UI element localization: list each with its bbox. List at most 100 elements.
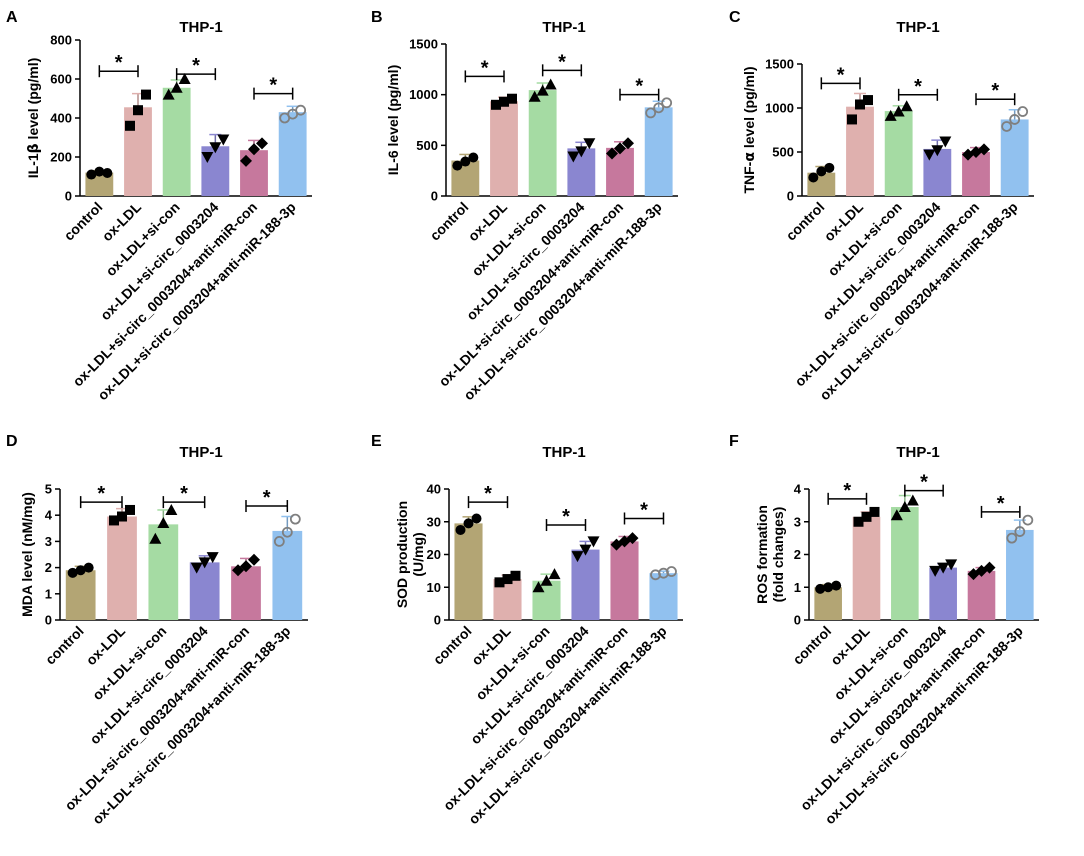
y-tick-label: 5: [45, 482, 52, 497]
data-point: [855, 99, 865, 110]
data-point: [248, 553, 260, 566]
data-point: [117, 511, 127, 522]
chart-title: THP-1: [896, 444, 939, 461]
y-label-greek: α: [742, 152, 758, 162]
data-point: [468, 152, 479, 163]
data-point: [240, 154, 252, 167]
data-point: [502, 574, 513, 585]
sig-star: *: [991, 80, 999, 102]
y-label-greek: β: [26, 143, 42, 153]
data-point: [653, 102, 665, 114]
data-point: [1014, 526, 1026, 537]
bar-3: [571, 549, 600, 620]
data-point: [1017, 106, 1029, 117]
data-point: [579, 544, 592, 556]
data-point: [808, 172, 819, 183]
sig-star: *: [481, 57, 489, 79]
data-point: [125, 504, 135, 515]
sig-star: *: [914, 76, 922, 98]
sig-star: *: [180, 483, 188, 505]
y-tick-label: 3: [45, 534, 52, 549]
data-point: [162, 88, 175, 100]
y-axis-label: SOD production: [394, 501, 410, 608]
panel-letter: E: [371, 433, 382, 450]
data-point: [165, 503, 178, 515]
y-label-text: MDA level (nM/mg): [19, 492, 35, 617]
data-point: [824, 162, 835, 173]
x-tick-label: control: [789, 623, 834, 668]
data-point: [645, 107, 657, 119]
data-point: [567, 151, 580, 163]
data-point: [178, 73, 191, 84]
sig-star: *: [192, 55, 200, 77]
panel-letter: A: [6, 9, 18, 26]
data-point: [536, 84, 549, 96]
panel-letter: C: [729, 9, 741, 26]
chart-title: THP-1: [179, 19, 222, 36]
y-axis-label: IL-1β level (pg/ml): [25, 58, 42, 179]
data-point: [460, 156, 471, 167]
bar-0: [65, 570, 96, 620]
panel-letter: F: [729, 433, 739, 450]
y-tick-label: 200: [50, 150, 72, 165]
data-point: [847, 114, 857, 125]
data-point: [906, 494, 919, 506]
bar-5: [278, 112, 307, 196]
data-point: [248, 143, 260, 156]
data-point: [209, 142, 222, 154]
sig-star: *: [562, 506, 570, 528]
data-point: [571, 551, 584, 563]
data-point: [295, 104, 307, 116]
data-point: [289, 513, 301, 525]
y-tick-label: 4: [45, 508, 53, 523]
y-tick-label: 2: [794, 547, 801, 562]
x-tick-label: control: [430, 623, 475, 668]
bar-4: [610, 541, 639, 620]
sig-star: *: [997, 493, 1005, 515]
bar-3: [929, 567, 957, 620]
data-point: [900, 100, 913, 112]
y-axis-label: ROS formation: [754, 505, 770, 604]
data-point: [587, 536, 600, 548]
data-point: [86, 169, 97, 180]
data-point: [75, 565, 86, 576]
panel-letter: B: [371, 9, 383, 26]
data-point: [540, 574, 553, 586]
bar-5: [1000, 119, 1029, 196]
data-point: [898, 501, 911, 513]
y-tick-label: 1000: [765, 101, 794, 116]
bar-1: [852, 516, 881, 620]
y-tick-label: 10: [427, 580, 441, 595]
data-point: [983, 561, 996, 574]
y-label-rest: level (pg/ml): [25, 58, 41, 144]
bar-4: [967, 570, 996, 620]
chart-title: THP-1: [896, 19, 939, 36]
data-point: [133, 105, 143, 116]
data-point: [978, 143, 990, 156]
data-point: [666, 566, 677, 577]
x-tick-label: control: [427, 199, 472, 244]
sig-star: *: [263, 487, 271, 509]
y-tick-label: 1500: [409, 37, 438, 52]
data-point: [583, 138, 596, 150]
data-point: [206, 552, 219, 564]
panel-D: D THP-1 0 1 2 3 4 5 MDA level (nM/mg) controlox-L…: [6, 433, 308, 827]
data-point: [102, 167, 113, 178]
y-tick-label: 30: [427, 514, 441, 529]
bar-5: [644, 107, 673, 196]
data-point: [125, 120, 135, 131]
data-point: [831, 580, 842, 591]
data-point: [945, 559, 958, 571]
bar-4: [231, 566, 261, 620]
data-point: [507, 93, 517, 104]
data-point: [494, 577, 505, 588]
bar-2: [528, 90, 557, 196]
y-label-text: IL-1: [25, 153, 41, 178]
y-axis-label: IL-6 level (pg/ml): [385, 65, 401, 175]
data-point: [532, 581, 545, 593]
data-point: [544, 78, 557, 90]
data-point: [157, 517, 170, 529]
y-axis-label: TNF-α level (pg/ml): [741, 66, 758, 193]
y-tick-label: 1500: [765, 57, 794, 72]
